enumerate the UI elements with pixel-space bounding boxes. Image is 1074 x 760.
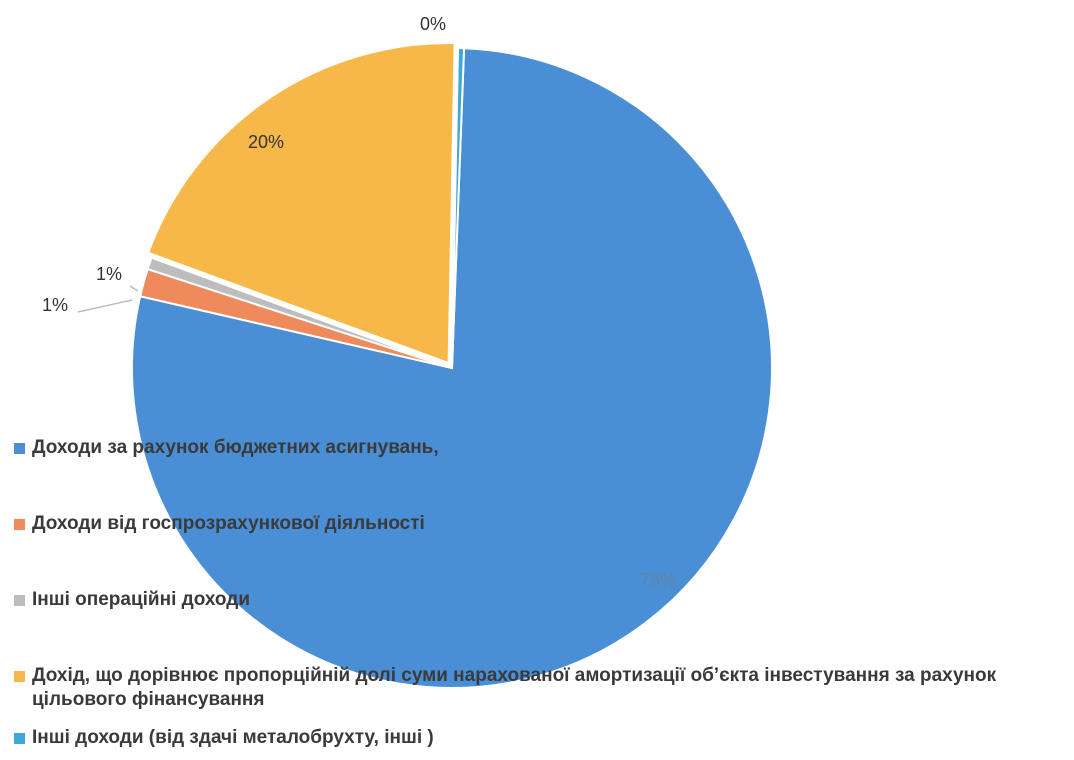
pie-slice-other-income [451, 47, 466, 369]
chart-legend: Доходи за рахунок бюджетних асигнувань, … [14, 436, 1070, 750]
legend-label-other-operating: Інші операційні доходи [32, 589, 251, 610]
leader-line-other-operating [129, 285, 139, 292]
pie-slice-amortization [146, 42, 456, 365]
legend-item-commercial: Доходи від госпрозрахункової діяльності [14, 512, 1070, 536]
legend-swatch-other-operating [14, 595, 25, 606]
legend-item-other-operating: Інші операційні доходи [14, 588, 1070, 612]
legend-label-amortization: Дохід, що дорівнює пропорційній долі сум… [32, 665, 997, 710]
legend-swatch-budget [14, 443, 25, 454]
pie-data-labels: 78% 1% 1% 20% 0% [42, 14, 676, 590]
data-label-other-operating: 1% [96, 264, 122, 284]
legend-swatch-commercial [14, 519, 25, 530]
legend-item-amortization: Дохід, що дорівнює пропорційній долі сум… [14, 664, 1070, 712]
legend-item-budget: Доходи за рахунок бюджетних асигнувань, [14, 436, 1070, 460]
legend-item-other-income: Інші доходи (від здачі металобрухту, інш… [14, 726, 1070, 750]
data-label-commercial: 1% [42, 295, 68, 315]
data-label-other-income: 0% [420, 14, 446, 34]
legend-label-budget: Доходи за рахунок бюджетних асигнувань, [32, 437, 439, 458]
legend-swatch-amortization [14, 671, 25, 682]
legend-label-other-income: Інші доходи (від здачі металобрухту, інш… [32, 727, 434, 748]
legend-label-commercial: Доходи від госпрозрахункової діяльності [32, 513, 425, 534]
leader-line-commercial [77, 299, 133, 313]
data-label-budget: 78% [640, 570, 676, 590]
pie-slices [131, 42, 773, 689]
legend-swatch-other-income [14, 733, 25, 744]
data-label-amortization: 20% [248, 132, 284, 152]
pie-slice-other-operating [146, 256, 453, 369]
